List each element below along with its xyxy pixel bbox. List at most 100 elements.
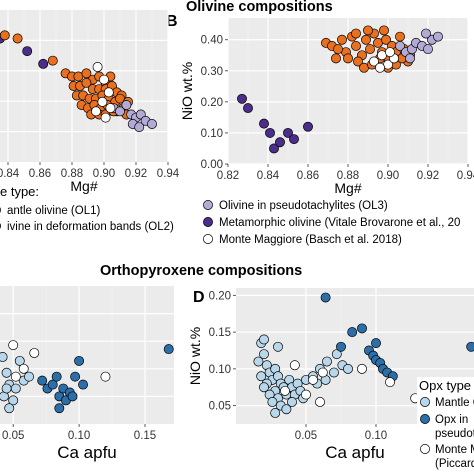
data-point bbox=[0, 30, 10, 41]
opx-title: Orthopyroxene compositions bbox=[100, 263, 302, 279]
data-point bbox=[237, 93, 247, 104]
data-point bbox=[67, 391, 78, 402]
data-point bbox=[269, 143, 279, 154]
x-axis-label: Mg# bbox=[70, 178, 97, 194]
data-point bbox=[331, 53, 341, 64]
data-point bbox=[466, 341, 474, 352]
data-point bbox=[317, 367, 328, 378]
panel-b-plot: 0.82 0.84 0.86 0.88 0.90 0.92 0.94 0.00 0.10 0.20… bbox=[179, 18, 474, 196]
data-point bbox=[91, 106, 101, 117]
data-point bbox=[256, 371, 267, 382]
data-point bbox=[379, 25, 389, 36]
data-point bbox=[320, 292, 331, 303]
y-tick-label: 0.20 bbox=[209, 290, 231, 302]
data-point bbox=[343, 53, 353, 64]
data-point bbox=[267, 396, 278, 407]
data-point bbox=[333, 44, 343, 55]
x-tick-label: 0.86 bbox=[29, 168, 51, 180]
data-point bbox=[70, 371, 81, 382]
data-point bbox=[100, 112, 111, 123]
panel-c-plot: 0.05 0.10 0.15 Ca apfu bbox=[0, 286, 174, 462]
data-point bbox=[381, 34, 391, 45]
data-point bbox=[24, 371, 34, 382]
x-tick-label: 0.94 bbox=[157, 168, 180, 180]
data-point bbox=[331, 349, 342, 360]
data-point bbox=[92, 62, 103, 72]
data-point bbox=[8, 340, 19, 351]
data-point bbox=[351, 41, 361, 51]
legend-marker bbox=[203, 200, 213, 210]
data-point bbox=[1, 383, 12, 394]
olivine-legend-title: e type: bbox=[0, 184, 39, 199]
data-point bbox=[336, 341, 346, 352]
y-tick-label: 0.40 bbox=[201, 35, 223, 47]
olivine-legend: e type: antle olivine (OL1) ivine in defo… bbox=[0, 184, 460, 246]
data-point bbox=[289, 134, 299, 145]
data-point bbox=[273, 341, 283, 352]
data-point bbox=[121, 100, 132, 110]
data-point bbox=[357, 323, 367, 334]
y-tick-label: 0.30 bbox=[201, 66, 223, 78]
data-point bbox=[259, 382, 269, 393]
data-point bbox=[8, 395, 19, 406]
y-tick-label: 0.00 bbox=[201, 159, 223, 171]
data-point bbox=[337, 34, 347, 45]
x-tick-label: 0.88 bbox=[337, 170, 359, 182]
data-point bbox=[163, 344, 174, 355]
x-tick-label: 0.92 bbox=[417, 170, 439, 182]
legend-marker bbox=[203, 234, 213, 244]
legend-label: (Piccard bbox=[435, 458, 474, 470]
data-point bbox=[259, 349, 269, 360]
plot-background bbox=[0, 286, 174, 424]
data-point bbox=[433, 31, 443, 42]
data-point bbox=[421, 28, 431, 39]
x-tick-label: 0.84 bbox=[257, 170, 280, 182]
x-axis-label: Mg# bbox=[334, 180, 361, 196]
legend-marker bbox=[203, 217, 213, 227]
opx-legend: Opx type Mantle O Opx in pseudot Monte M (Pi… bbox=[417, 377, 474, 474]
panel-label-b: B bbox=[166, 13, 178, 30]
data-point bbox=[385, 377, 395, 388]
data-point bbox=[259, 334, 269, 345]
x-tick-label: 0.92 bbox=[125, 168, 147, 180]
x-tick-label: 0.90 bbox=[93, 168, 115, 180]
x-tick-label: 0.88 bbox=[61, 168, 83, 180]
data-point bbox=[115, 106, 125, 117]
x-tick-label: 0.84 bbox=[0, 168, 20, 180]
data-point bbox=[353, 56, 363, 67]
data-point bbox=[287, 396, 297, 407]
x-axis-label: Ca apfu bbox=[57, 443, 117, 462]
legend-label: Monte M bbox=[435, 444, 474, 456]
legend-label: Olivine in pseudotachylites (OL3) bbox=[219, 200, 388, 212]
data-point bbox=[347, 327, 358, 338]
panel-a-plot: 0.84 0.86 0.88 0.90 0.92 0.94 Mg# bbox=[0, 10, 180, 194]
data-point bbox=[280, 385, 290, 396]
data-point bbox=[51, 371, 62, 382]
data-point bbox=[14, 355, 25, 366]
legend-marker bbox=[420, 414, 430, 424]
data-point bbox=[281, 404, 292, 415]
data-point bbox=[10, 383, 21, 394]
data-point bbox=[22, 46, 33, 57]
y-tick-label: 0.15 bbox=[209, 327, 231, 339]
panel-label-d: D bbox=[193, 289, 205, 306]
data-point bbox=[375, 62, 385, 73]
data-point bbox=[147, 119, 157, 129]
data-point bbox=[343, 363, 353, 374]
data-point bbox=[1, 367, 12, 378]
legend-marker bbox=[420, 397, 430, 407]
data-point bbox=[78, 379, 88, 390]
data-point bbox=[99, 74, 109, 85]
x-tick-label: 0.05 bbox=[295, 430, 317, 442]
x-tick-label: 0.10 bbox=[68, 430, 90, 442]
data-point bbox=[289, 360, 300, 371]
data-point bbox=[371, 338, 381, 349]
data-point bbox=[385, 47, 395, 58]
y-tick-label: 0.05 bbox=[209, 401, 231, 413]
data-point bbox=[395, 41, 405, 51]
data-point bbox=[423, 44, 433, 55]
data-point bbox=[357, 363, 367, 374]
legend-label: Mantle O bbox=[435, 397, 474, 409]
data-point bbox=[363, 25, 373, 36]
x-axis-label: Ca apfu bbox=[325, 443, 385, 462]
